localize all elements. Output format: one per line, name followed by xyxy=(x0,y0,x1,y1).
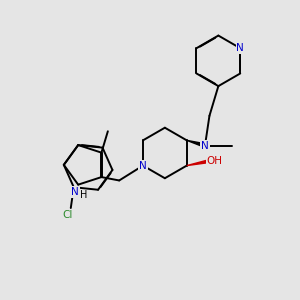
Text: OH: OH xyxy=(206,156,223,166)
Text: Cl: Cl xyxy=(63,210,73,220)
Text: N: N xyxy=(139,160,147,171)
Polygon shape xyxy=(187,140,206,147)
Text: H: H xyxy=(80,190,88,200)
Polygon shape xyxy=(187,160,210,166)
Text: N: N xyxy=(71,187,79,197)
Text: N: N xyxy=(236,43,244,53)
Text: N: N xyxy=(201,140,209,151)
